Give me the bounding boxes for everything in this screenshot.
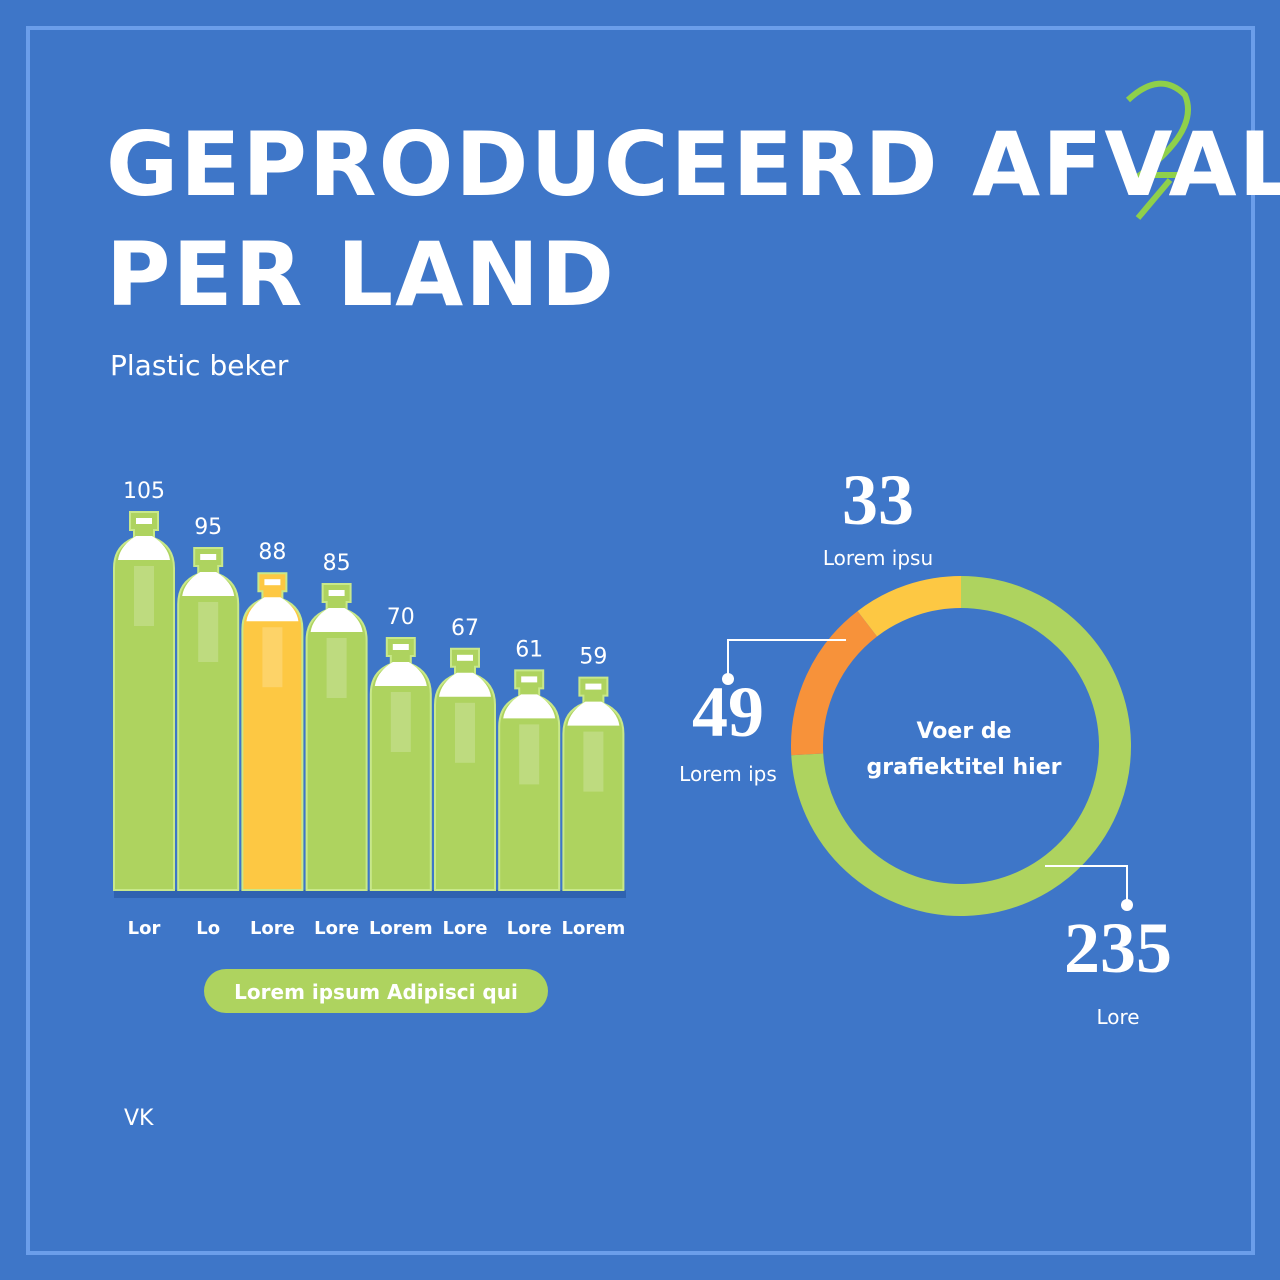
donut-title: Voer de grafiektitel hier (867, 719, 1062, 780)
subtitle: Plastic beker (110, 349, 289, 382)
value-label: 105 (123, 479, 165, 504)
category-label: Lore (443, 918, 488, 939)
category-label: Lore (1096, 1005, 1139, 1029)
category-label: Lore (314, 918, 359, 939)
title-line: GEPRODUCEERD AFVAL (106, 113, 1280, 216)
decoration (1125, 80, 1195, 220)
value-label: 85 (323, 551, 351, 576)
bottle-highlight (374, 662, 427, 686)
leader-dot (722, 673, 734, 685)
bottle-cap-label (585, 683, 602, 690)
bottle-shine (326, 638, 347, 698)
bottle (177, 547, 240, 891)
bottle-shine (390, 692, 411, 752)
category-label: Lorem ips (679, 762, 777, 786)
title-line: PER LAND (106, 223, 616, 326)
donut-segment (791, 576, 1131, 916)
bottle-shine (583, 731, 604, 792)
value-label: 235 (1064, 908, 1172, 988)
bottle-highlight (439, 672, 491, 697)
bottle-cap-label (264, 579, 281, 586)
bottle-highlight (310, 608, 363, 632)
leader-line (727, 639, 846, 679)
bar-chart: 105 Lor 95 Lo 88 Lore 85 Lore 70 Lorem 67 Lore 61 Lor… (113, 479, 626, 939)
frame (26, 26, 1255, 1255)
value-label: 59 (579, 645, 607, 670)
category-label: Lore (250, 918, 295, 939)
footer: VK (124, 1106, 154, 1131)
baseline (114, 890, 626, 898)
bottle-highlight (246, 597, 299, 622)
category-label: Lor (128, 918, 161, 939)
bottle-shine (519, 724, 540, 785)
bottle-shine (134, 566, 154, 626)
donut-title-line: Voer de (916, 719, 1011, 744)
button[interactable] (204, 969, 548, 1013)
bottle-cap-label (392, 644, 409, 650)
bottle-cap-label (328, 590, 345, 596)
button-label[interactable]: Lorem ipsum Adipisci qui (234, 980, 518, 1004)
value-label: 67 (451, 616, 479, 641)
value-label: 49 (692, 672, 764, 752)
bottle-cap-label (521, 676, 538, 683)
donut-title-line: grafiektitel hier (867, 755, 1062, 780)
bottle-cap-label (200, 554, 217, 560)
bottle-highlight (182, 572, 235, 596)
bottle-shine (262, 627, 283, 688)
category-label: Lo (196, 918, 220, 939)
bottle-shine (455, 702, 475, 763)
donut-segment (857, 576, 962, 637)
value-label: 88 (258, 540, 286, 565)
bottle-highlight (118, 536, 170, 560)
donut-chart: 235 Lore 49 Lorem ips 33 Lorem ipsu Voer de gra… (679, 460, 1172, 1029)
value-label: 33 (842, 460, 914, 540)
bottle-cap-label (457, 654, 473, 661)
category-label: Lorem ipsu (823, 546, 933, 570)
donut-segment (791, 611, 878, 756)
value-label: 61 (515, 637, 543, 662)
category-label: Lorem (369, 918, 433, 939)
category-label: Lore (507, 918, 552, 939)
leader-dot (1121, 899, 1133, 911)
bottle-cap-label (136, 518, 152, 524)
value-label: 95 (194, 515, 222, 540)
bottle-highlight (567, 701, 620, 726)
bottle-highlight (503, 694, 556, 719)
category-label: Lorem (562, 918, 626, 939)
leader-line (1045, 865, 1128, 905)
bottle-shine (198, 602, 219, 662)
value-label: 70 (387, 605, 415, 630)
